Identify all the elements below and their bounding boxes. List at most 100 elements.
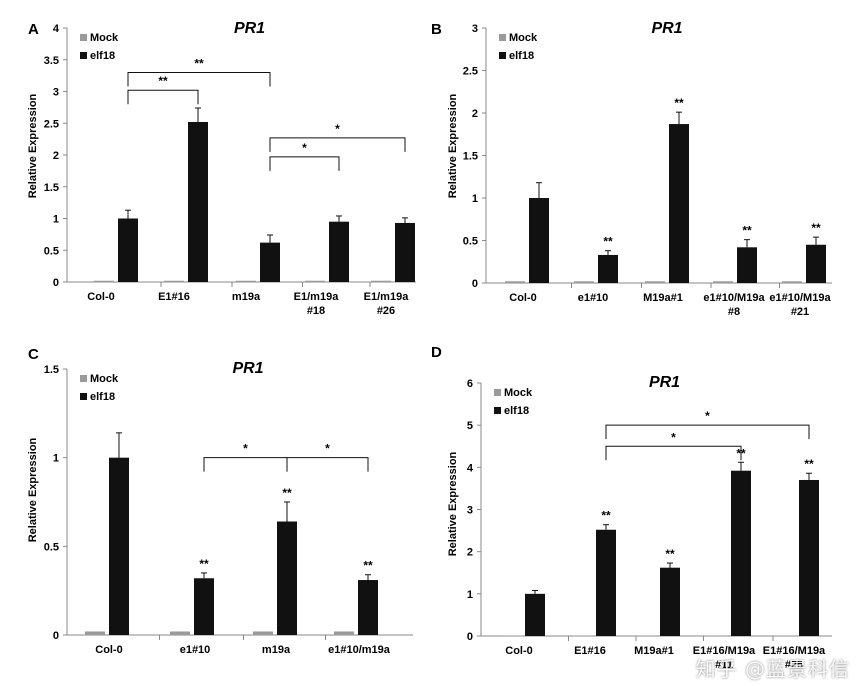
panel-b-bar-mock-4	[782, 281, 802, 283]
panel-b-bar-elf18-1	[598, 254, 618, 283]
panel-d-ytick-label: 1	[467, 589, 473, 601]
panel-d-legend-label-mock: Mock	[504, 387, 533, 399]
panel-d-legend-swatch-elf18	[494, 407, 501, 414]
panel-c-ytick-label: 1	[53, 453, 59, 465]
panel-d-ytick-label: 4	[467, 462, 474, 474]
panel-c-xtick-label-1: e1#10	[180, 644, 211, 656]
panel-a-bar-elf18-1	[188, 121, 208, 282]
panel-a-bracket-3	[269, 137, 406, 152]
panel-c-legend-swatch-mock	[80, 375, 87, 382]
panel-c-legend-label-mock: Mock	[90, 373, 119, 385]
panel-c-bracket-label-1: *	[325, 442, 330, 456]
panel-b-legend-swatch-mock	[499, 34, 506, 41]
panel-b-bar-mock-2	[645, 281, 665, 283]
panel-a-bracket-label-3: *	[335, 122, 340, 136]
panel-a-bar-elf18-2	[260, 242, 280, 282]
panel-d-sig-mark-4: **	[804, 457, 814, 471]
panel-a-ytick-label: 1	[53, 214, 59, 226]
panel-c-xtick-label-3: e1#10/m19a	[328, 644, 391, 656]
panel-b-ytick-label: 0	[472, 278, 478, 290]
panel-d-ylabel: Relative Expression	[447, 451, 459, 556]
panel-d-legend-swatch-mock	[494, 389, 501, 396]
panel-c-letter: C	[28, 346, 39, 363]
panel-b-xtick-label-3-line2: #8	[728, 306, 740, 318]
panel-a-xtick-label-3-line2: #18	[307, 305, 325, 317]
panel-c-bracket-0	[203, 457, 288, 472]
panel-d-bar-elf18-0	[525, 593, 545, 636]
panel-d-title: PR1	[649, 374, 680, 391]
panel-a-bar-mock-2	[236, 280, 256, 282]
panel-c-legend-label-elf18: elf18	[90, 391, 115, 403]
panel-b-letter: B	[431, 21, 442, 38]
panel-c-sig-mark-2: **	[282, 486, 292, 500]
panel-b-bar-elf18-0	[529, 198, 549, 283]
panel-b-xtick-label-4-line2: #21	[791, 306, 809, 318]
panel-a-title: PR1	[234, 20, 265, 37]
panel-a-xtick-label-2: m19a	[232, 291, 261, 303]
panel-c-sig-mark-3: **	[363, 559, 373, 573]
panel-a-xtick-label-4-line2: #26	[377, 305, 395, 317]
panel-c-ylabel: Relative Expression	[27, 437, 39, 542]
panel-d-bracket-1	[605, 445, 742, 461]
panel-a-bar-mock-1	[164, 280, 184, 282]
panel-b-bar-mock-0	[505, 281, 525, 283]
panel-b-bar-elf18-3	[737, 247, 757, 283]
panel-d-xtick-label-4-line2: #25	[785, 659, 803, 671]
panel-c-title: PR1	[232, 360, 263, 377]
panel-a-ylabel: Relative Expression	[27, 93, 39, 198]
panel-c-bracket-label-0: *	[243, 442, 248, 456]
panel-d-xtick-label-2: M19a#1	[634, 645, 674, 657]
panel-d-bar-mock-3	[707, 635, 727, 637]
panel-b-xtick-label-1: e1#10	[578, 292, 609, 304]
panel-b-title: PR1	[651, 20, 682, 37]
panel-d-ytick-label: 5	[467, 420, 473, 432]
panel-d-bar-mock-4	[775, 635, 795, 637]
panel-c-xtick-label-0: Col-0	[95, 644, 123, 656]
panel-d-letter: D	[431, 344, 442, 361]
panel-d-xtick-label-3: E1#16/M19a	[693, 645, 756, 657]
panel-b-bar-elf18-4	[806, 244, 826, 283]
panel-b-xtick-label-3: e1#10/M19a	[703, 292, 765, 304]
panel-d-ytick-label: 0	[467, 631, 473, 643]
panel-d-sig-mark-1: **	[601, 509, 611, 523]
panel-a-bar-elf18-3	[329, 221, 349, 282]
panel-d-bar-mock-1	[572, 635, 592, 637]
panel-a-legend-label-elf18: elf18	[90, 50, 115, 62]
panel-a-ytick-label: 2.5	[44, 118, 59, 130]
panel-a-legend-swatch-mock	[80, 34, 87, 41]
panel-a-ytick-label: 2	[53, 150, 59, 162]
panel-a-bar-elf18-0	[118, 218, 138, 282]
panel-a-ytick-label: 0	[53, 277, 59, 289]
panel-a-bracket-1	[127, 71, 271, 87]
panel-a-bar-mock-3	[305, 280, 325, 282]
panel-d-xtick-label-1: E1#16	[574, 645, 606, 657]
panel-c-xtick-label-2: m19a	[262, 644, 291, 656]
panel-d-sig-mark-2: **	[665, 547, 675, 561]
panel-a-bracket-label-0: **	[158, 74, 168, 88]
panel-c-bar-elf18-3	[358, 580, 378, 635]
panel-d-ytick-label: 3	[467, 505, 473, 517]
panel-a-xtick-label-3: E1/m19a	[294, 291, 340, 303]
panel-d-xtick-label-4: E1#16/M19a	[763, 645, 826, 657]
panel-b-ytick-label: 3	[472, 23, 478, 35]
panel-b-ylabel: Relative Expression	[447, 93, 459, 198]
panel-b-ytick-label: 2	[472, 108, 478, 120]
panel-b-sig-mark-3: **	[742, 224, 752, 238]
panel-b-xtick-label-2: M19a#1	[643, 292, 683, 304]
panel-d-bracket-label-1: *	[671, 430, 676, 444]
panel-c-ytick-label: 1.5	[44, 364, 59, 376]
panel-b-legend-swatch-elf18	[499, 52, 506, 59]
panel-d-xtick-label-3-line2: #11	[715, 659, 733, 671]
panel-a-xtick-label-4: E1/m19a	[364, 291, 410, 303]
panel-c-legend-swatch-elf18	[80, 393, 87, 400]
panel-a-letter: A	[28, 21, 39, 38]
panel-a-bar-mock-0	[94, 280, 114, 282]
panel-b-xtick-label-0: Col-0	[509, 292, 537, 304]
panel-d-bar-elf18-3	[731, 470, 751, 636]
panel-d-xtick-label-0: Col-0	[505, 645, 533, 657]
panel-c-sig-mark-1: **	[199, 557, 209, 571]
panel-d-bar-mock-2	[636, 635, 656, 637]
panel-b-sig-mark-1: **	[603, 235, 613, 249]
panel-b-sig-mark-4: **	[811, 221, 821, 235]
